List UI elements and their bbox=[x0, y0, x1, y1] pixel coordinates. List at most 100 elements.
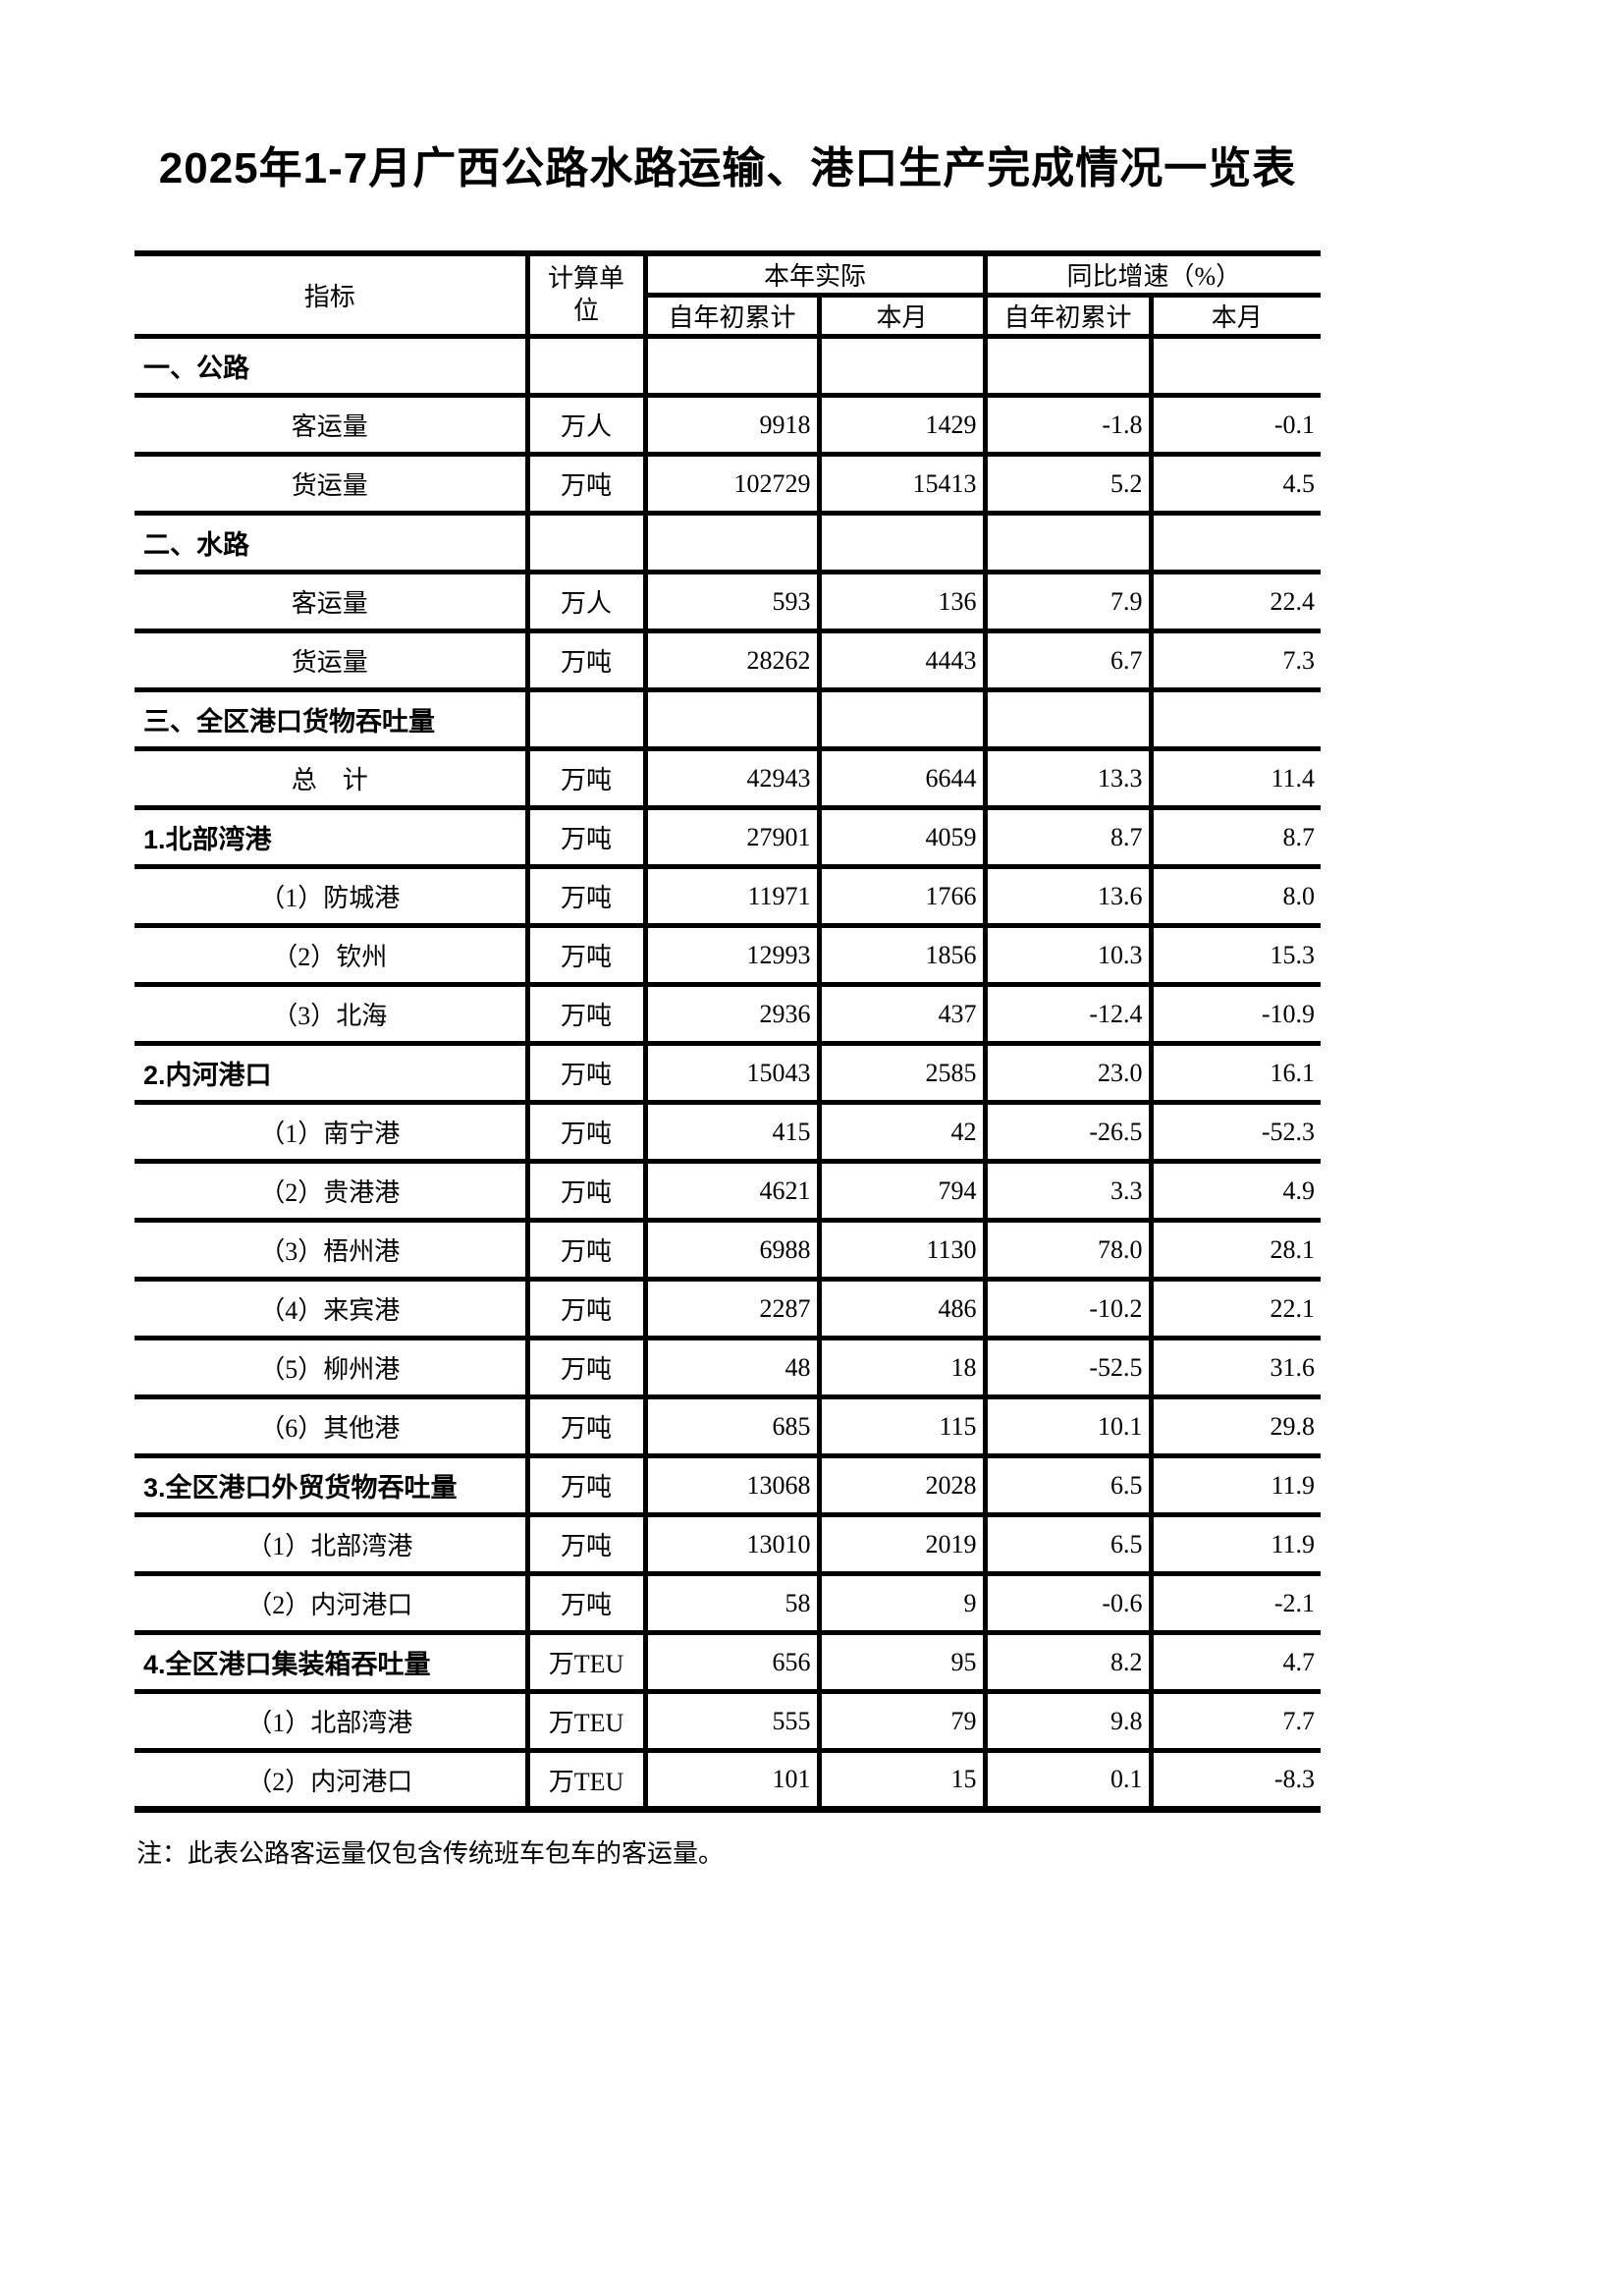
table-row: （1）北部湾港 万TEU 555 79 9.8 7.7 bbox=[135, 1691, 1322, 1753]
ytd-actual-cell: 2936 bbox=[645, 984, 822, 1046]
table-row: 三、全区港口货物吞吐量 bbox=[135, 689, 1322, 751]
ytd-growth-cell: 78.0 bbox=[985, 1220, 1154, 1282]
month-actual-cell: 1130 bbox=[819, 1220, 988, 1282]
header-group-actual: 本年实际 bbox=[645, 253, 988, 298]
table-row: （4）来宾港 万吨 2287 486 -10.2 22.1 bbox=[135, 1279, 1322, 1340]
table-row: （2）贵港港 万吨 4621 794 3.3 4.9 bbox=[135, 1161, 1322, 1223]
month-actual-cell: 2585 bbox=[819, 1043, 988, 1105]
month-growth-cell bbox=[1151, 336, 1322, 398]
ytd-actual-cell: 593 bbox=[645, 572, 822, 633]
ytd-actual-cell: 13068 bbox=[645, 1455, 822, 1517]
ytd-growth-cell: 23.0 bbox=[985, 1043, 1154, 1105]
unit-cell: 万人 bbox=[527, 395, 648, 457]
unit-cell: 万吨 bbox=[527, 748, 648, 810]
ytd-growth-cell: 10.1 bbox=[985, 1396, 1154, 1458]
indicator-cell: （1）北部湾港 bbox=[135, 1691, 530, 1753]
indicator-cell: 2.内河港口 bbox=[135, 1043, 530, 1105]
ytd-actual-cell: 58 bbox=[645, 1573, 822, 1635]
month-growth-cell: -10.9 bbox=[1151, 984, 1322, 1046]
month-growth-cell: 22.1 bbox=[1151, 1279, 1322, 1340]
month-growth-cell bbox=[1151, 689, 1322, 751]
month-growth-cell: -2.1 bbox=[1151, 1573, 1322, 1635]
month-growth-cell: 29.8 bbox=[1151, 1396, 1322, 1458]
ytd-growth-cell: -1.8 bbox=[985, 395, 1154, 457]
table-row: 货运量 万吨 28262 4443 6.7 7.3 bbox=[135, 630, 1322, 692]
ytd-actual-cell: 102729 bbox=[645, 454, 822, 516]
ytd-growth-cell: 6.5 bbox=[985, 1514, 1154, 1576]
table-row: 一、公路 bbox=[135, 336, 1322, 398]
unit-cell: 万TEU bbox=[527, 1632, 648, 1694]
ytd-growth-cell: 8.7 bbox=[985, 807, 1154, 869]
month-growth-cell: 4.5 bbox=[1151, 454, 1322, 516]
indicator-cell: 客运量 bbox=[135, 572, 530, 633]
month-growth-cell: 31.6 bbox=[1151, 1338, 1322, 1399]
indicator-cell: （2）内河港口 bbox=[135, 1750, 530, 1810]
month-growth-cell: 16.1 bbox=[1151, 1043, 1322, 1105]
header-group-yoy: 同比增速（%） bbox=[985, 253, 1322, 298]
table-row: （2）钦州 万吨 12993 1856 10.3 15.3 bbox=[135, 925, 1322, 987]
month-actual-cell: 79 bbox=[819, 1691, 988, 1753]
table-row: （3）梧州港 万吨 6988 1130 78.0 28.1 bbox=[135, 1220, 1322, 1282]
table-row: 总 计 万吨 42943 6644 13.3 11.4 bbox=[135, 748, 1322, 810]
table-row: 2.内河港口 万吨 15043 2585 23.0 16.1 bbox=[135, 1043, 1322, 1105]
month-actual-cell: 2019 bbox=[819, 1514, 988, 1576]
header-actual-ytd: 自年初累计 bbox=[645, 295, 822, 339]
indicator-cell: 总 计 bbox=[135, 748, 530, 810]
page-title: 2025年1-7月广西公路水路运输、港口生产完成情况一览表 bbox=[158, 144, 1297, 192]
ytd-growth-cell: 6.7 bbox=[985, 630, 1154, 692]
unit-cell: 万TEU bbox=[527, 1691, 648, 1753]
footnote: 注：此表公路客运量仅包含传统班车包车的客运量。 bbox=[136, 1839, 725, 1868]
month-actual-cell: 1856 bbox=[819, 925, 988, 987]
ytd-growth-cell: 6.5 bbox=[985, 1455, 1154, 1517]
ytd-actual-cell: 6988 bbox=[645, 1220, 822, 1282]
month-actual-cell: 4059 bbox=[819, 807, 988, 869]
ytd-growth-cell: -12.4 bbox=[985, 984, 1154, 1046]
month-actual-cell: 42 bbox=[819, 1102, 988, 1164]
indicator-cell: 三、全区港口货物吞吐量 bbox=[135, 689, 530, 751]
ytd-growth-cell: 13.3 bbox=[985, 748, 1154, 810]
month-growth-cell: 11.9 bbox=[1151, 1455, 1322, 1517]
ytd-growth-cell: -26.5 bbox=[985, 1102, 1154, 1164]
ytd-growth-cell: 13.6 bbox=[985, 866, 1154, 928]
unit-cell: 万吨 bbox=[527, 1043, 648, 1105]
ytd-growth-cell bbox=[985, 513, 1154, 574]
ytd-growth-cell: 0.1 bbox=[985, 1750, 1154, 1810]
unit-cell: 万吨 bbox=[527, 454, 648, 516]
indicator-cell: 客运量 bbox=[135, 395, 530, 457]
month-actual-cell: 136 bbox=[819, 572, 988, 633]
ytd-actual-cell: 656 bbox=[645, 1632, 822, 1694]
unit-cell: 万吨 bbox=[527, 1514, 648, 1576]
month-actual-cell: 794 bbox=[819, 1161, 988, 1223]
indicator-cell: （1）北部湾港 bbox=[135, 1514, 530, 1576]
unit-cell: 万吨 bbox=[527, 1161, 648, 1223]
ytd-actual-cell: 13010 bbox=[645, 1514, 822, 1576]
indicator-cell: 货运量 bbox=[135, 454, 530, 516]
month-growth-cell: 8.0 bbox=[1151, 866, 1322, 928]
unit-cell bbox=[527, 336, 648, 398]
indicator-cell: （3）梧州港 bbox=[135, 1220, 530, 1282]
ytd-actual-cell: 11971 bbox=[645, 866, 822, 928]
ytd-actual-cell bbox=[645, 513, 822, 574]
indicator-cell: 1.北部湾港 bbox=[135, 807, 530, 869]
unit-cell: 万吨 bbox=[527, 1338, 648, 1399]
table-body: 一、公路 客运量 万人 9918 1429 -1.8 -0.1 货运量 万吨 1… bbox=[135, 336, 1322, 1810]
header-actual-month: 本月 bbox=[819, 295, 988, 339]
month-actual-cell: 9 bbox=[819, 1573, 988, 1635]
unit-cell: 万吨 bbox=[527, 1455, 648, 1517]
table-row: （2）内河港口 万TEU 101 15 0.1 -8.3 bbox=[135, 1750, 1321, 1810]
month-actual-cell: 1766 bbox=[819, 866, 988, 928]
header-unit-line2: 位 bbox=[572, 296, 599, 325]
unit-cell bbox=[527, 689, 648, 751]
table-row: 客运量 万人 9918 1429 -1.8 -0.1 bbox=[135, 395, 1322, 457]
ytd-actual-cell: 48 bbox=[645, 1338, 822, 1399]
month-growth-cell: 4.9 bbox=[1151, 1161, 1322, 1223]
unit-cell: 万吨 bbox=[527, 1220, 648, 1282]
month-actual-cell bbox=[819, 513, 988, 574]
header-indicator: 指标 bbox=[135, 253, 530, 339]
ytd-actual-cell bbox=[645, 689, 822, 751]
month-actual-cell: 486 bbox=[819, 1279, 988, 1340]
indicator-cell: 一、公路 bbox=[135, 336, 530, 398]
indicator-cell: 二、水路 bbox=[135, 513, 530, 574]
indicator-cell: 3.全区港口外贸货物吞吐量 bbox=[135, 1455, 530, 1517]
ytd-actual-cell: 42943 bbox=[645, 748, 822, 810]
